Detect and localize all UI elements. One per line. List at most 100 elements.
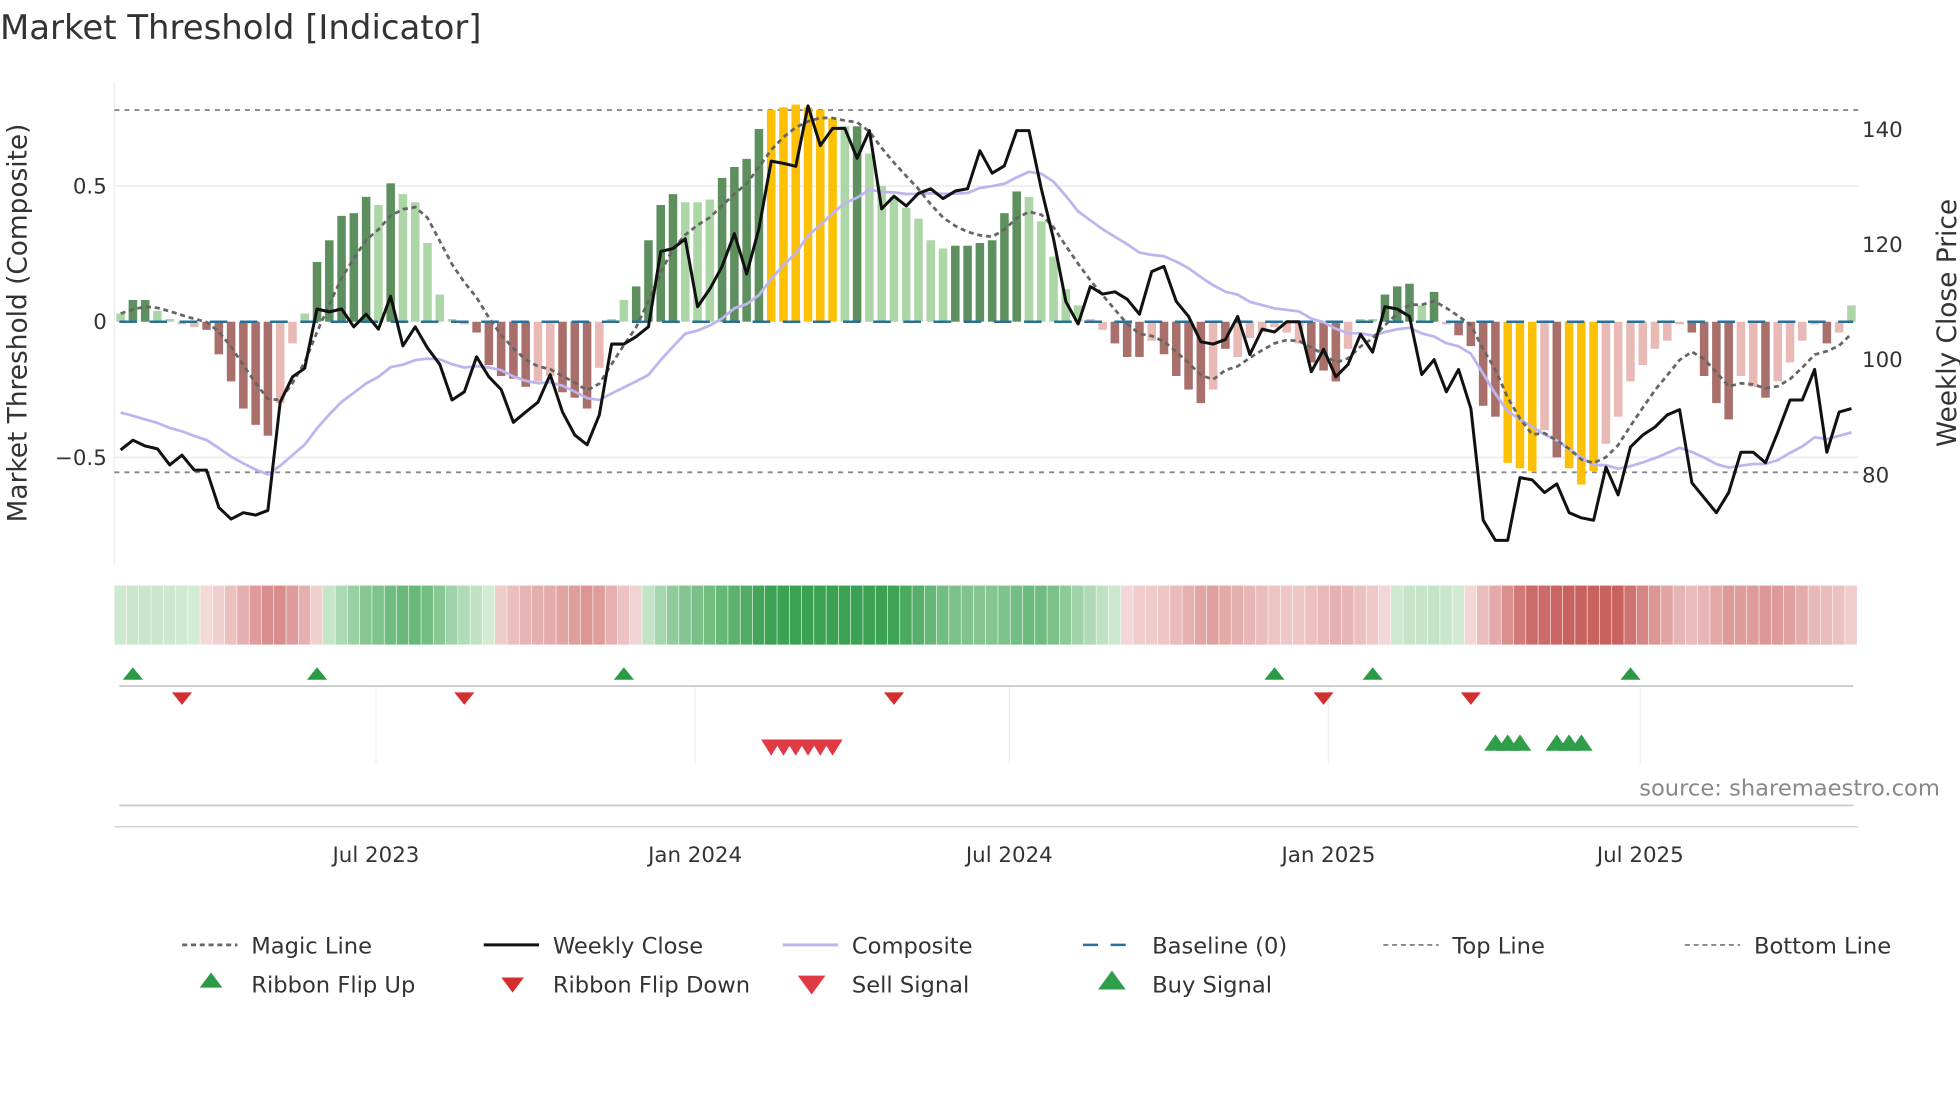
composite-bar (1478, 321, 1488, 406)
composite-bar (423, 243, 432, 322)
ribbon-cell (1783, 585, 1796, 645)
composite-bar (1699, 321, 1709, 376)
ribbon-cell (666, 585, 679, 645)
composite-bar (1810, 321, 1819, 325)
x-tick-label: Jul 2024 (964, 843, 1053, 868)
ribbon-cell (1133, 585, 1145, 645)
ribbon-cell (777, 585, 790, 645)
ribbon-cell (556, 585, 569, 645)
ribbon-cell (875, 585, 888, 645)
legend-swatch (501, 977, 524, 993)
ribbon-cell (1268, 585, 1281, 645)
ribbon-cell (1354, 585, 1366, 645)
ribbon-cell (1317, 585, 1330, 645)
ribbon-flip-down-marker (454, 692, 475, 705)
composite-bar (987, 240, 997, 322)
legend-item-flipup: Ribbon Flip Up (199, 972, 415, 999)
composite-bar (1257, 321, 1267, 333)
composite-bar (1356, 318, 1365, 322)
ribbon-cell (1526, 585, 1538, 645)
composite-bar (1110, 321, 1120, 344)
composite-bar (226, 321, 236, 382)
ribbon-cell (1562, 585, 1575, 645)
composite-bar (1147, 321, 1156, 341)
composite-bar (1417, 305, 1427, 322)
right-tick-label: 140 (1862, 118, 1903, 143)
ribbon-cell (1378, 585, 1391, 645)
composite-bar (312, 262, 322, 322)
legend-label: Ribbon Flip Up (251, 973, 415, 999)
ribbon-cell (1538, 585, 1551, 645)
ribbon-cell (814, 585, 826, 645)
ribbon-cell (286, 585, 298, 645)
source-label: source: sharemaestro.com (1639, 775, 1940, 801)
composite-bar (570, 321, 580, 398)
ribbon-cell (1550, 585, 1563, 645)
ribbon-cell (359, 585, 372, 645)
buy-signal-marker (1570, 734, 1593, 751)
ribbon-cell (1796, 585, 1808, 645)
right-axis-label: Weekly Close Price (1933, 199, 1960, 447)
composite-bar (1724, 321, 1733, 420)
ribbon-cell (1734, 585, 1747, 645)
ribbon-cell (396, 585, 409, 645)
composite-bar (140, 299, 150, 322)
ribbon-cell (1685, 585, 1698, 645)
composite-bar (816, 110, 825, 322)
legend-swatch (199, 972, 223, 988)
legend-item-composite: Composite (782, 934, 973, 960)
ribbon-cell (936, 585, 949, 645)
composite-bar (521, 321, 530, 387)
composite-bar (1307, 321, 1316, 363)
ribbon-cell (568, 585, 581, 645)
ribbon-cell (163, 585, 176, 645)
composite-bar (300, 313, 310, 322)
ribbon-cell (1280, 585, 1293, 645)
composite-bar (1638, 321, 1648, 366)
composite-bar (595, 321, 604, 368)
composite-bar (607, 318, 616, 322)
ribbon-cell (703, 585, 716, 645)
composite-bar (435, 294, 445, 322)
composite-bar (1761, 321, 1770, 398)
composite-bar (975, 243, 985, 322)
legend-item-flipdown: Ribbon Flip Down (501, 973, 750, 999)
composite-bar (275, 321, 285, 404)
composite-bar (1122, 321, 1132, 357)
ribbon-cell (1047, 585, 1060, 645)
ribbon-cell (1771, 585, 1784, 645)
ribbon-cell (1697, 585, 1710, 645)
ribbon-cell (1501, 585, 1514, 645)
composite-bar (1221, 321, 1230, 349)
chart-title: Market Threshold [Indicator] (0, 8, 482, 47)
composite-bar (914, 218, 923, 322)
composite-bar (1822, 321, 1832, 344)
composite-bar (730, 167, 739, 322)
composite-bar (1798, 321, 1807, 341)
composite-bar (1172, 321, 1181, 376)
composite-bar (668, 194, 678, 322)
composite-bar (1012, 191, 1021, 322)
legend-item-close: Weekly Close (483, 934, 703, 960)
composite-bar (349, 213, 359, 322)
composite-bar (1552, 321, 1562, 458)
ribbon-cell (1231, 585, 1244, 645)
composite-bar (1429, 291, 1439, 322)
ribbon-strip (114, 585, 1857, 645)
ribbon-cell (912, 585, 925, 645)
ribbon-cell (323, 585, 335, 645)
legend-swatch (1098, 970, 1126, 990)
composite-bar (1049, 256, 1058, 322)
ribbon-cell (801, 585, 814, 645)
ribbon-flip-up-marker (122, 667, 143, 680)
composite-bar (619, 299, 629, 322)
ribbon-cell (826, 585, 839, 645)
composite-bar (1527, 321, 1537, 471)
composite-bar (889, 196, 899, 322)
ribbon-cell (1219, 585, 1231, 645)
composite-bar (1135, 321, 1144, 357)
ribbon-cell (691, 585, 704, 645)
legend-label: Weekly Close (553, 934, 703, 960)
ribbon-cell (1636, 585, 1649, 645)
